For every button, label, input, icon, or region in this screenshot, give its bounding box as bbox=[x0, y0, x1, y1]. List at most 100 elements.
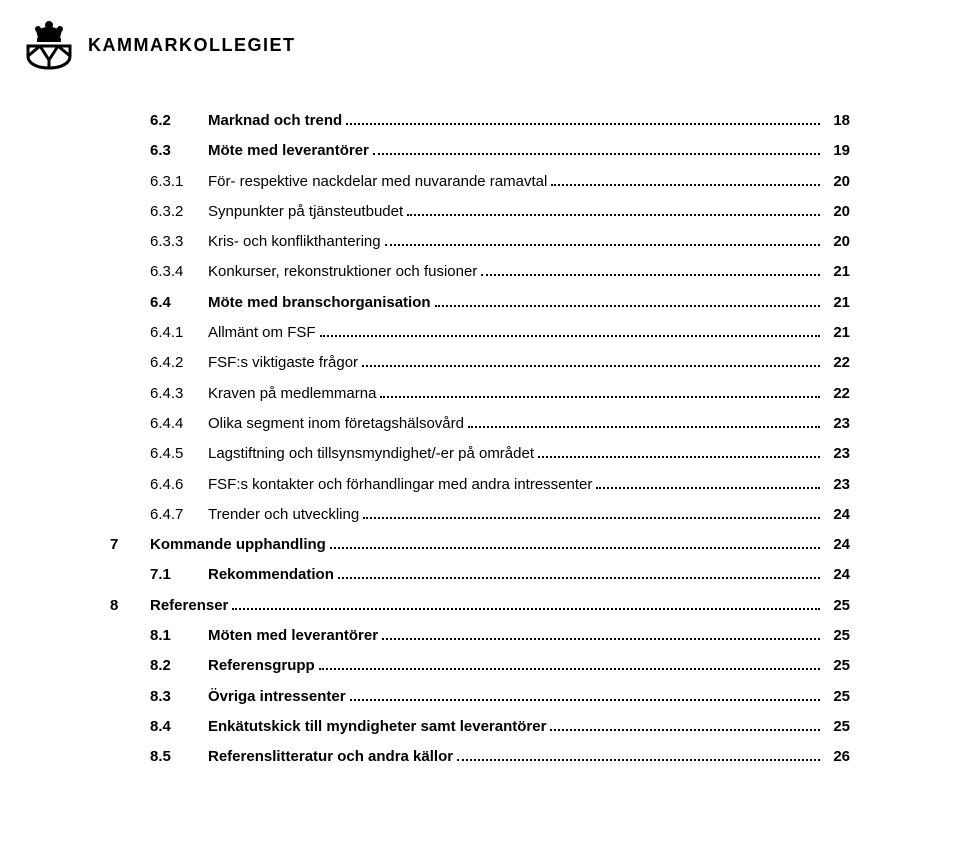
toc-chapter-spacer bbox=[110, 383, 150, 404]
toc-entry-title: Kraven på medlemmarna bbox=[208, 383, 376, 404]
toc-entry-number: 6.4.1 bbox=[150, 322, 208, 343]
toc-entry-page: 18 bbox=[824, 110, 850, 131]
toc-chapter-spacer bbox=[110, 171, 150, 192]
toc-entry-page: 25 bbox=[824, 716, 850, 737]
toc-row: 8.1Möten med leverantörer25 bbox=[110, 625, 850, 646]
toc-entry-number: 6.4 bbox=[150, 292, 208, 313]
toc-chapter-spacer bbox=[110, 746, 150, 767]
toc-entry-page: 20 bbox=[824, 201, 850, 222]
toc-row: 7.1Rekommendation 24 bbox=[110, 564, 850, 585]
toc-leader bbox=[551, 174, 820, 186]
toc-row: 6.4.1Allmänt om FSF21 bbox=[110, 322, 850, 343]
toc-row: 6.3.2Synpunkter på tjänsteutbudet 20 bbox=[110, 201, 850, 222]
toc-entry-page: 24 bbox=[824, 504, 850, 525]
toc-chapter-spacer bbox=[110, 261, 150, 282]
toc-entry-title: Konkurser, rekonstruktioner och fusioner bbox=[208, 261, 477, 282]
toc-leader bbox=[330, 537, 820, 549]
toc-entry-number: 8.2 bbox=[150, 655, 208, 676]
toc-chapter-spacer bbox=[110, 443, 150, 464]
toc-entry-page: 23 bbox=[824, 474, 850, 495]
toc-leader bbox=[346, 113, 820, 125]
toc-entry-number: 7.1 bbox=[150, 564, 208, 585]
toc-entry-title: Synpunkter på tjänsteutbudet bbox=[208, 201, 403, 222]
toc-entry-page: 20 bbox=[824, 171, 850, 192]
toc-entry-title: Rekommendation bbox=[208, 564, 334, 585]
toc-entry-number: 8.1 bbox=[150, 625, 208, 646]
toc-leader bbox=[457, 749, 820, 761]
toc-chapter-spacer bbox=[110, 564, 150, 585]
toc-entry-title: Möte med leverantörer bbox=[208, 140, 369, 161]
toc-entry-number: 6.4.6 bbox=[150, 474, 208, 495]
toc-row: 6.3.1För- respektive nackdelar med nuvar… bbox=[110, 171, 850, 192]
toc-row: 6.2Marknad och trend 18 bbox=[110, 110, 850, 131]
toc-chapter-spacer bbox=[110, 474, 150, 495]
toc-entry-title: FSF:s viktigaste frågor bbox=[208, 352, 358, 373]
toc-chapter-spacer bbox=[110, 140, 150, 161]
toc-entry-title: Enkätutskick till myndigheter samt lever… bbox=[208, 716, 546, 737]
toc-leader bbox=[338, 567, 820, 579]
toc-entry-title: Övriga intressenter bbox=[208, 686, 346, 707]
toc-entry-page: 25 bbox=[824, 625, 850, 646]
toc-entry-number: 6.3.3 bbox=[150, 231, 208, 252]
toc-row: 6.3.4Konkurser, rekonstruktioner och fus… bbox=[110, 261, 850, 282]
toc-chapter-spacer bbox=[110, 352, 150, 373]
toc-entry-number: 6.4.3 bbox=[150, 383, 208, 404]
toc-row: 6.4Möte med branschorganisation21 bbox=[110, 292, 850, 313]
toc-entry-page: 25 bbox=[824, 655, 850, 676]
brand-name: KAMMARKOLLEGIET bbox=[88, 35, 295, 56]
toc-row: 6.4.5Lagstiftning och tillsynsmyndighet/… bbox=[110, 443, 850, 464]
toc-row: 7Kommande upphandling24 bbox=[110, 534, 850, 555]
toc-entry-number: 8.3 bbox=[150, 686, 208, 707]
toc-leader bbox=[468, 416, 820, 428]
toc-leader bbox=[362, 355, 820, 367]
toc-row: 6.4.4Olika segment inom företagshälsovår… bbox=[110, 413, 850, 434]
toc-leader bbox=[320, 325, 820, 337]
toc-entry-title: Referenslitteratur och andra källor bbox=[208, 746, 453, 767]
toc-entry-title: För- respektive nackdelar med nuvarande … bbox=[208, 171, 547, 192]
toc-row: 8.5Referenslitteratur och andra källor26 bbox=[110, 746, 850, 767]
toc-chapter-spacer bbox=[110, 231, 150, 252]
toc-chapter-number: 8 bbox=[110, 595, 150, 616]
toc-chapter-spacer bbox=[110, 625, 150, 646]
toc-leader bbox=[538, 446, 820, 458]
toc-entry-number: 6.4.4 bbox=[150, 413, 208, 434]
toc-chapter-spacer bbox=[110, 655, 150, 676]
toc-entry-title: Kris- och konflikthantering bbox=[208, 231, 381, 252]
toc-entry-title: Allmänt om FSF bbox=[208, 322, 316, 343]
toc-leader bbox=[407, 204, 820, 216]
table-of-contents: 6.2Marknad och trend 18 6.3Möte med lever… bbox=[110, 110, 850, 777]
toc-leader bbox=[232, 598, 820, 610]
toc-leader bbox=[363, 507, 820, 519]
toc-entry-title: Lagstiftning och tillsynsmyndighet/-er p… bbox=[208, 443, 534, 464]
toc-leader bbox=[380, 386, 820, 398]
toc-chapter-spacer bbox=[110, 413, 150, 434]
toc-entry-number: 8.4 bbox=[150, 716, 208, 737]
toc-entry-page: 19 bbox=[824, 140, 850, 161]
toc-entry-page: 20 bbox=[824, 231, 850, 252]
toc-leader bbox=[596, 477, 820, 489]
toc-entry-title: Referensgrupp bbox=[208, 655, 315, 676]
toc-leader bbox=[481, 264, 820, 276]
crown-shield-icon bbox=[22, 16, 76, 75]
toc-chapter-number: 7 bbox=[110, 534, 150, 555]
toc-entry-title: Trender och utveckling bbox=[208, 504, 359, 525]
toc-entry-page: 23 bbox=[824, 413, 850, 434]
toc-entry-number: 6.4.7 bbox=[150, 504, 208, 525]
toc-entry-number: 6.2 bbox=[150, 110, 208, 131]
toc-row: 8Referenser25 bbox=[110, 595, 850, 616]
toc-chapter-spacer bbox=[110, 292, 150, 313]
toc-entry-number: 6.4.5 bbox=[150, 443, 208, 464]
toc-leader bbox=[435, 295, 820, 307]
toc-entry-number: 6.3.2 bbox=[150, 201, 208, 222]
toc-row: 8.3Övriga intressenter25 bbox=[110, 686, 850, 707]
toc-leader bbox=[373, 143, 820, 155]
toc-entry-title: Kommande upphandling bbox=[150, 534, 326, 555]
toc-entry-page: 22 bbox=[824, 383, 850, 404]
toc-entry-page: 25 bbox=[824, 595, 850, 616]
toc-entry-title: Marknad och trend bbox=[208, 110, 342, 131]
toc-entry-page: 24 bbox=[824, 564, 850, 585]
toc-entry-number: 6.3 bbox=[150, 140, 208, 161]
toc-entry-title: FSF:s kontakter och förhandlingar med an… bbox=[208, 474, 592, 495]
toc-row: 6.4.7Trender och utveckling 24 bbox=[110, 504, 850, 525]
toc-leader bbox=[385, 234, 820, 246]
